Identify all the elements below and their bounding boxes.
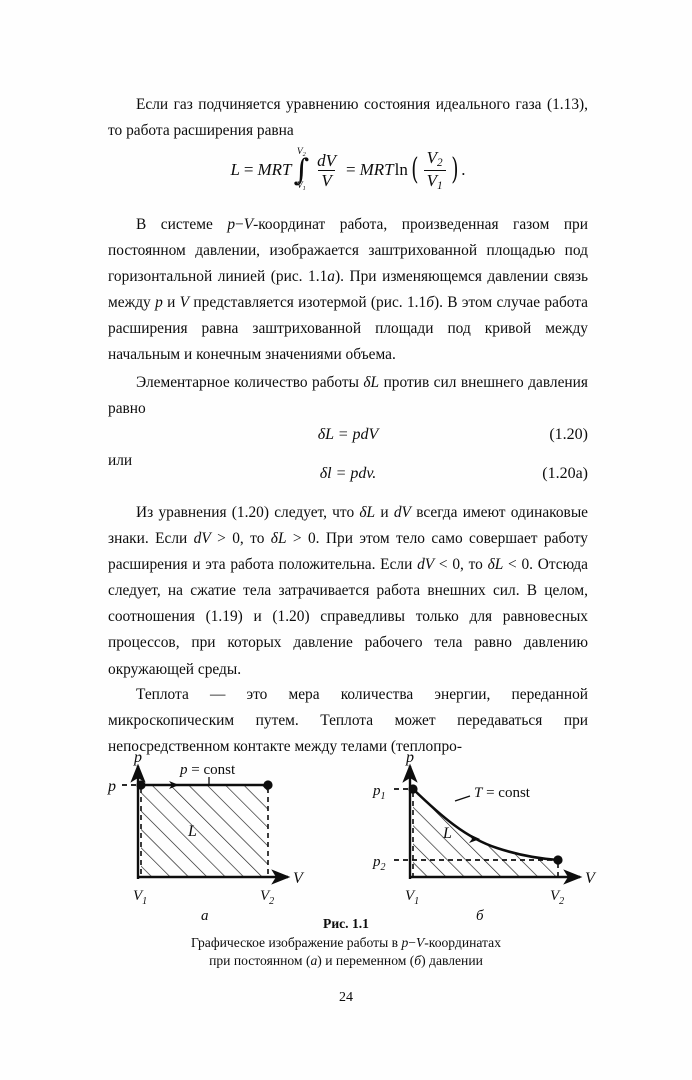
panel-a-subfigure-label: а (201, 908, 209, 924)
paragraph-block-2: В системе p−V-координат работа, произвед… (108, 212, 588, 372)
figure-caption: Рис. 1.1 Графическое изображение работы … (96, 915, 596, 971)
integrand-denominator: V (318, 169, 335, 190)
panel-b: p V p1 p2 V1 V2 T = const L б (372, 749, 597, 924)
panel-b-area-label: L (442, 825, 452, 842)
ln-denominator: V1 (423, 169, 446, 193)
panel-b-work-area (413, 789, 558, 877)
equation-1-20a: δl = pdv. (1.20a) (108, 465, 588, 483)
figure-caption-line-1: Графическое изображение работы в p−V-коо… (191, 934, 501, 950)
formula-period: . (461, 160, 466, 180)
paragraph-block-4: Из уравнения (1.20) следует, что δL и dV… (108, 500, 588, 720)
equation-connector-or: или (108, 452, 133, 469)
formula-factor-mrt: MRT (257, 160, 292, 180)
formula-equals-2: = (346, 160, 356, 180)
equation-1-20-row: δL = pdV (1.20) (108, 426, 588, 444)
panel-b-end-point (553, 855, 563, 865)
panel-a-end-point (263, 780, 273, 790)
formula-lhs-L: L (230, 160, 240, 180)
panel-b-v2-label: V2 (550, 888, 564, 907)
paragraph-sign-analysis: Из уравнения (1.20) следует, что δL и dV… (108, 504, 588, 678)
integrand-fraction: dV V (314, 151, 339, 190)
figure-caption-line-2: при постоянном (а) и переменном (б) давл… (209, 953, 483, 968)
paragraph-intro: Если газ подчиняется уравнению состояния… (108, 96, 588, 140)
paragraph-pv-coordinates: В системе p−V-координат работа, произвед… (108, 212, 588, 369)
figure-svg: p V p V1 V2 p = const L а (107, 749, 597, 924)
panel-b-process-arrow (469, 834, 480, 843)
panel-b-x-axis-label: V (585, 870, 597, 887)
paragraph-block-5: Теплота — это мера количества энергии, п… (108, 682, 588, 762)
panel-b-y-axis-label: p (405, 749, 414, 766)
equation-1-20-number: (1.20) (549, 426, 588, 443)
formula-ln: ln (394, 160, 408, 180)
panel-b-v1-label: V1 (405, 888, 419, 907)
formula-equals-1: = (243, 160, 254, 180)
panel-a-process-arrow (169, 781, 179, 789)
figure-caption-title: Рис. 1.1 (323, 916, 369, 931)
integral-glyph: ∫ (293, 152, 310, 188)
panel-a-curve-label: p = const (179, 762, 236, 778)
paren-open: ( (411, 152, 419, 188)
panel-a-x-axis-label: V (293, 870, 305, 887)
panel-a-v2-label: V2 (260, 888, 274, 907)
equation-1-20a-row: δl = pdv. (1.20a) (108, 465, 588, 483)
ln-numerator: V2 (426, 148, 443, 170)
integrand-numerator: dV (317, 150, 337, 170)
panel-b-isotherm-curve (412, 788, 559, 862)
integral-symbol-group: V2 ∫ V1 (293, 147, 310, 192)
formula-row: L = MRT V2 ∫ V1 dV V = MRT ln ( V2 V1 ) … (230, 148, 465, 192)
paragraph-block-3: Элементарное количество работы δL против… (108, 370, 588, 426)
equation-1-20: δL = pdV (1.20) (108, 426, 588, 444)
paragraph-pv-text: В системе p−V-координат работа, произвед… (108, 216, 589, 364)
equation-1-20a-number: (1.20a) (542, 465, 588, 482)
paragraph-block-1: Если газ подчиняется уравнению состояния… (108, 92, 588, 144)
panel-a-v1-label: V1 (133, 888, 147, 907)
panel-a-y-axis-label: p (133, 749, 142, 766)
paragraph-elementary-work: Элементарное количество работы δL против… (108, 374, 588, 418)
integral-upper-limit: V2 (296, 147, 306, 159)
panel-a: p V p V1 V2 p = const L а (107, 749, 305, 924)
panel-a-start-point (136, 780, 146, 790)
panel-b-p2-label: p2 (372, 854, 386, 873)
panel-a-work-area (141, 785, 268, 877)
panel-b-p1-label: p1 (372, 783, 386, 802)
page-number: 24 (339, 990, 353, 1005)
display-formula-expansion-work: L = MRT V2 ∫ V1 dV V = MRT ln ( V2 V1 ) … (108, 148, 588, 192)
formula-rhs-factor-mrt: MRT (359, 160, 394, 180)
panel-a-pressure-label: p (107, 778, 116, 795)
equation-1-20-body: δL = pdV (317, 426, 379, 443)
ln-argument-fraction: V2 V1 (423, 148, 446, 193)
panel-b-subfigure-label: б (476, 908, 484, 924)
integral-lower-limit: V1 (296, 180, 306, 192)
paren-close: ) (450, 152, 459, 188)
panel-b-curve-label: T = const (474, 785, 531, 801)
panel-a-area-label: L (187, 823, 197, 840)
panel-b-start-point (408, 784, 418, 794)
panel-b-label-leader (454, 795, 471, 802)
paragraph-heat-definition: Теплота — это мера количества энергии, п… (108, 686, 588, 756)
equation-1-20a-body: δl = pdv. (319, 465, 377, 482)
figure-1-1: p V p V1 V2 p = const L а (0, 744, 692, 924)
